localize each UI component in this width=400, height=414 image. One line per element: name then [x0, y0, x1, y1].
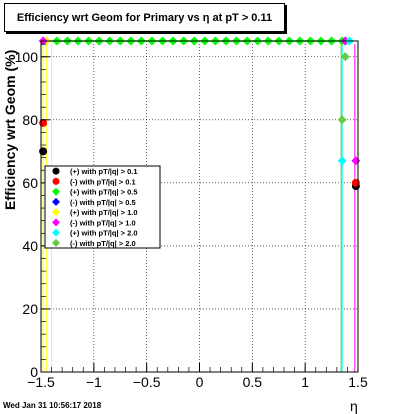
legend-marker — [52, 208, 60, 217]
x-axis-label: η — [350, 398, 358, 414]
y-tick-label: 60 — [22, 175, 38, 191]
legend-label: (+) with pT/|q| > 1.0 — [70, 208, 138, 217]
y-axis-label: Efficiency wrt Geom (%) — [2, 49, 18, 210]
x-tick-label: −0.5 — [133, 374, 161, 390]
y-tick-label: 80 — [22, 112, 38, 128]
chart-title: Efficiency wrt Geom for Primary vs η at … — [16, 11, 273, 24]
legend-label: (-) with pT/|q| > 2.0 — [70, 239, 136, 248]
legend-label: (+) with pT/|q| > 0.5 — [70, 188, 138, 197]
x-tick-label: 1 — [301, 374, 309, 390]
timestamp: Wed Jan 31 10:56:17 2018 — [3, 401, 102, 410]
legend-label: (-) with pT/|q| > 1.0 — [70, 218, 136, 227]
data-point — [351, 178, 360, 187]
y-tick-label: 0 — [30, 364, 38, 380]
legend-marker — [52, 197, 60, 206]
y-tick-label: 20 — [22, 301, 38, 317]
legend-marker — [52, 177, 60, 185]
tick-labels: −1.5 −1 −0.5 0 0.5 1 1.5 0 20 40 60 80 100 — [15, 49, 368, 390]
data-point — [39, 147, 48, 156]
data-point — [340, 52, 350, 62]
chart-title-box: Efficiency wrt Geom for Primary vs η at … — [4, 3, 285, 32]
data-point — [351, 156, 361, 166]
x-tick-label: −1.5 — [27, 374, 55, 390]
x-tick-label: 0 — [196, 374, 204, 390]
legend-marker — [52, 238, 60, 247]
legend-marker — [52, 167, 60, 175]
legend-marker — [52, 187, 60, 196]
legend-label: (-) with pT/|q| > 0.1 — [70, 177, 136, 186]
legend-label: (+) with pT/|q| > 2.0 — [70, 229, 138, 238]
x-tick-label: 0.5 — [243, 374, 263, 390]
data-point — [337, 156, 347, 166]
legend-box — [44, 165, 161, 249]
legend-label: (+) with pT/|q| > 0.1 — [70, 167, 138, 176]
y-tick-label: 100 — [15, 49, 39, 65]
legend: (+) with pT/|q| > 0.1(-) with pT/|q| > 0… — [44, 165, 161, 249]
y-tick-label: 40 — [22, 238, 38, 254]
data-point — [337, 115, 347, 125]
x-tick-label: 1.5 — [348, 374, 368, 390]
legend-marker — [52, 228, 60, 237]
legend-marker — [52, 218, 60, 227]
legend-label: (-) with pT/|q| > 0.5 — [70, 198, 136, 207]
x-tick-label: −1 — [86, 374, 102, 390]
